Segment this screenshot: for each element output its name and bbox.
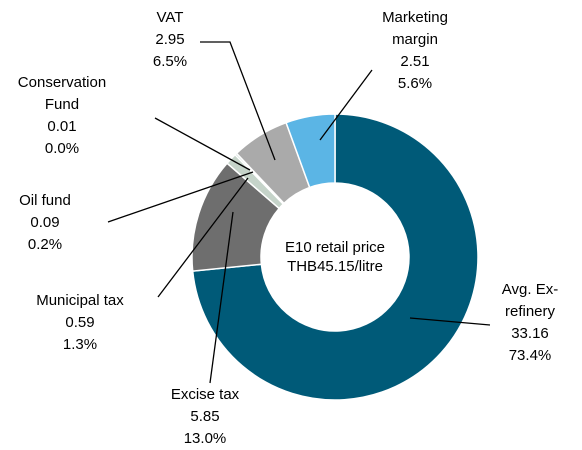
slice — [285, 113, 336, 189]
slice-value: 0.01 — [47, 118, 76, 135]
center-label: THB45.15/litre — [287, 258, 383, 275]
slice — [191, 113, 479, 401]
slice-label: Municipal tax — [36, 292, 124, 309]
leader-line — [200, 41, 276, 161]
slice-value: 0.09 — [30, 214, 59, 231]
slice-value: 33.16 — [511, 325, 549, 342]
leader-line — [409, 317, 491, 326]
slice-percent: 73.4% — [509, 347, 552, 364]
slice-label: Avg. Ex- — [502, 281, 558, 298]
slice-percent: 0.2% — [28, 236, 62, 253]
slice-label: refinery — [505, 303, 556, 320]
center-label: E10 retail price — [285, 239, 385, 256]
slice-label: Oil fund — [19, 192, 71, 209]
slice-value: 0.59 — [65, 314, 94, 331]
leader-line — [209, 211, 234, 384]
leader-line — [154, 117, 251, 171]
slice-label: VAT — [157, 9, 184, 26]
slice-label: Fund — [45, 96, 79, 113]
slice-percent: 13.0% — [184, 430, 227, 447]
slice-value: 2.95 — [155, 31, 184, 48]
slice-value: 5.85 — [190, 408, 219, 425]
slice-label: margin — [392, 31, 438, 48]
slice-label: Excise tax — [171, 386, 240, 403]
slice-percent: 0.0% — [45, 140, 79, 157]
slice-value: 2.51 — [400, 53, 429, 70]
slice-percent: 6.5% — [153, 53, 187, 70]
slice-label: Marketing — [382, 9, 448, 26]
slice-percent: 5.6% — [398, 75, 432, 92]
leader-line — [107, 171, 254, 223]
slice-label: Conservation — [18, 74, 106, 91]
leader-line — [157, 177, 249, 298]
leader-line — [319, 69, 373, 141]
slice-percent: 1.3% — [63, 336, 97, 353]
